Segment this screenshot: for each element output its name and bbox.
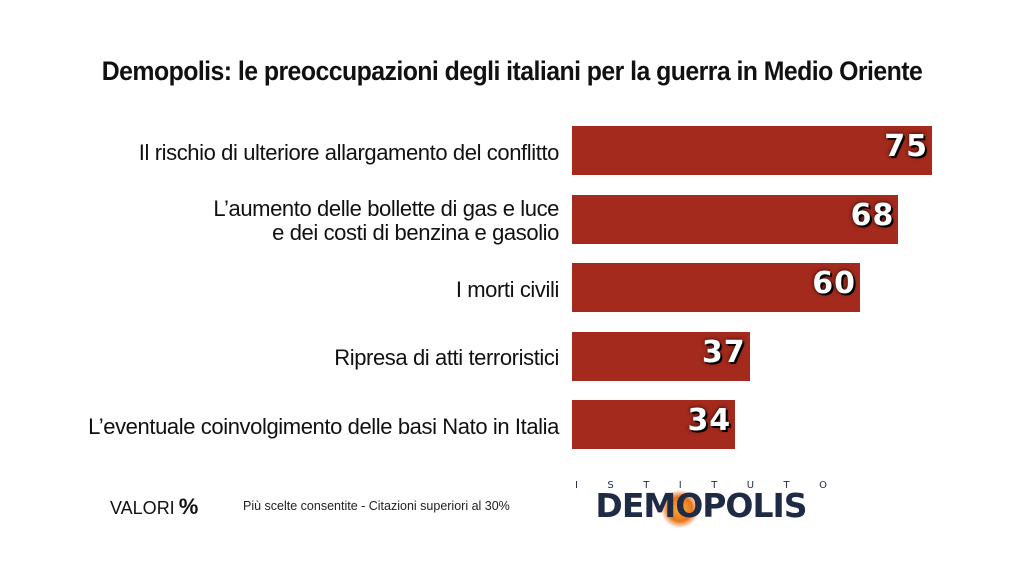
category-label: I morti civili	[455, 276, 560, 302]
bar-chart: Il rischio di ulteriore allargamento del…	[88, 126, 932, 449]
bar	[572, 194, 899, 244]
footer-note: Più scelte consentite - Citazioni superi…	[243, 499, 510, 513]
bar	[572, 263, 860, 312]
chart-title: Demopolis: le preoccupazioni degli itali…	[101, 56, 923, 86]
category-label: Il rischio di ulteriore allargamento del…	[138, 139, 560, 165]
percent-sign: %	[178, 494, 199, 519]
bar	[572, 126, 932, 175]
bar-value-label: 75	[884, 129, 928, 164]
category-label: Ripresa di atti terroristici	[334, 345, 559, 370]
values-unit-label: VALORI%	[110, 494, 198, 520]
logo-glow-icon	[661, 490, 699, 528]
bar-value-label: 68	[850, 197, 895, 233]
bar	[572, 331, 750, 381]
bar-value-label: 60	[812, 266, 856, 301]
bar-value-label: 37	[701, 334, 746, 370]
valori-text: VALORI	[110, 498, 175, 518]
bar	[572, 400, 736, 449]
bar-value-label: 34	[687, 403, 732, 438]
category-label: L’eventuale coinvolgimento delle basi Na…	[88, 413, 559, 439]
category-label: L’aumento delle bollette di gas e luce e…	[213, 196, 559, 245]
logo-title: DEMOPOLIS	[595, 486, 807, 525]
